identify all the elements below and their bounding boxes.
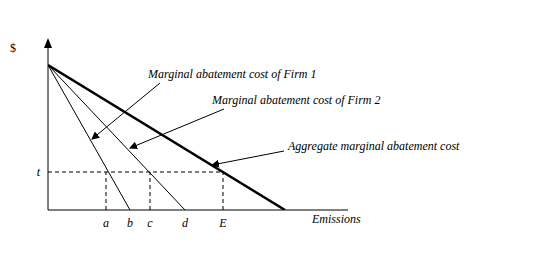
svg-text:t: t [37,165,41,179]
svg-text:$: $ [10,41,16,55]
svg-text:Marginal abatement cost of Fir: Marginal abatement cost of Firm 2 [211,93,381,107]
svg-text:b: b [127,216,133,230]
svg-text:E: E [218,216,227,230]
svg-text:Marginal abatement cost of Fir: Marginal abatement cost of Firm 1 [147,67,317,81]
svg-text:a: a [103,216,109,230]
svg-text:Emissions: Emissions [311,212,361,226]
svg-text:c: c [147,216,153,230]
svg-text:Aggregate marginal abatement c: Aggregate marginal abatement cost [287,139,460,153]
svg-text:d: d [182,216,189,230]
